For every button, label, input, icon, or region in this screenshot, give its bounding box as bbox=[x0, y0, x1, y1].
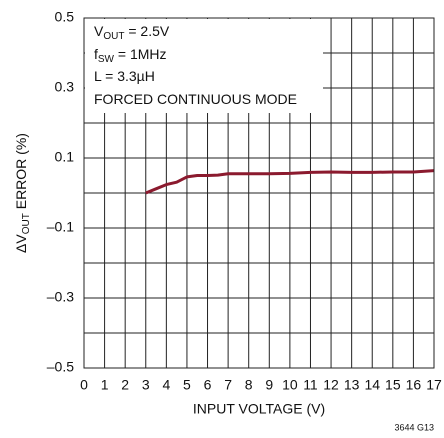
y-tick-label: 0.3 bbox=[55, 79, 75, 95]
x-tick-label: 4 bbox=[162, 377, 170, 393]
x-tick-label: 11 bbox=[303, 377, 318, 393]
x-tick-label: 2 bbox=[121, 377, 129, 393]
x-tick-label: 16 bbox=[406, 377, 422, 393]
annotation: L = 3.3µH bbox=[94, 68, 155, 84]
note: 3644 G13 bbox=[394, 422, 434, 432]
x-tick-label: 8 bbox=[245, 377, 253, 393]
y-tick-label: 0.5 bbox=[55, 9, 75, 25]
annotation: FORCED CONTINUOUS MODE bbox=[94, 91, 297, 107]
y-axis-label-part: OUT bbox=[21, 213, 32, 234]
y-tick-label: –0.1 bbox=[47, 219, 74, 235]
x-tick-label: 5 bbox=[183, 377, 191, 393]
x-tick-label: 0 bbox=[80, 377, 88, 393]
y-tick-label: 0.1 bbox=[55, 149, 75, 165]
x-tick-label: 12 bbox=[323, 377, 339, 393]
annotation-box bbox=[85, 19, 323, 113]
annotation-part: V bbox=[94, 23, 104, 39]
annotation-part: f bbox=[94, 46, 98, 62]
annotation-part: SW bbox=[98, 54, 115, 65]
annotation-part: FORCED CONTINUOUS MODE bbox=[94, 91, 297, 107]
annotation-part: = 1MHz bbox=[114, 46, 167, 62]
annotation-part: L = 3.3µH bbox=[94, 68, 155, 84]
data-line bbox=[145, 169, 435, 195]
x-tick-label: 3 bbox=[142, 377, 150, 393]
x-tick-label: 9 bbox=[265, 377, 273, 393]
plot-frame bbox=[83, 17, 435, 369]
x-tick-label: 10 bbox=[282, 377, 298, 393]
y-tick-label: –0.5 bbox=[47, 359, 74, 375]
annotation: fSW = 1MHz bbox=[94, 46, 167, 65]
y-tick-label: –0.3 bbox=[47, 289, 74, 305]
x-tick-label: 6 bbox=[204, 377, 212, 393]
x-axis-label: INPUT VOLTAGE (V) bbox=[193, 401, 325, 417]
y-axis-label-part: ERROR (%) bbox=[13, 133, 29, 213]
annotation-part: OUT bbox=[103, 31, 124, 42]
annotation: VOUT = 2.5V bbox=[94, 23, 170, 42]
x-tick-label: 15 bbox=[385, 377, 401, 393]
y-axis-label: ΔVOUT ERROR (%) bbox=[13, 133, 32, 253]
x-tick-label: 17 bbox=[426, 377, 442, 393]
y-axis-label-part: ΔV bbox=[13, 234, 29, 253]
x-tick-label: 14 bbox=[364, 377, 380, 393]
x-tick-label: 7 bbox=[224, 377, 232, 393]
annotation-part: = 2.5V bbox=[124, 23, 169, 39]
x-tick-label: 1 bbox=[101, 377, 109, 393]
x-tick-label: 13 bbox=[344, 377, 360, 393]
